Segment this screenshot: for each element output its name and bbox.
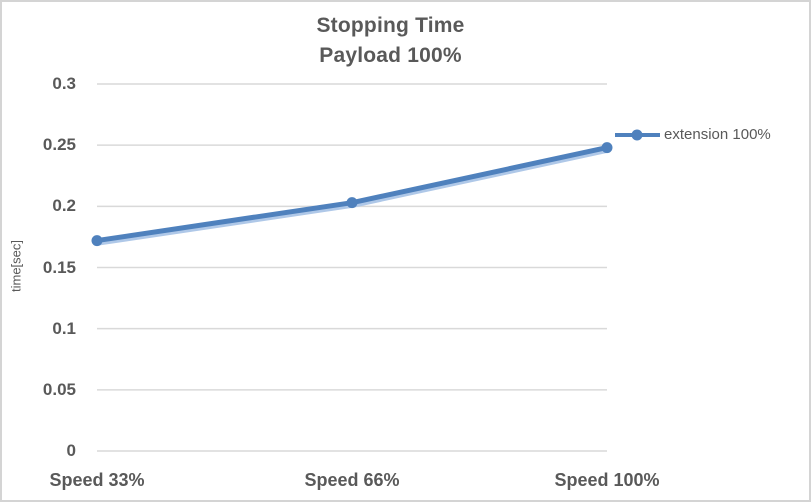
y-tick-label: 0.25 [42,135,76,155]
y-tick-label: 0 [66,441,76,460]
series-line [94,145,610,244]
x-category-label: Speed 100% [554,470,660,490]
legend-label: extension 100% [664,126,771,143]
chart-title: Stopping Time Payload 100% [2,11,779,71]
data-point-marker [91,235,103,247]
y-tick-label: 0.15 [42,257,76,277]
data-point-marker [601,142,613,154]
y-tick-label: 0.3 [52,74,76,93]
y-tick-label: 0.1 [52,318,76,338]
y-tick-label: 0.2 [52,196,76,216]
chart-title-line2: Payload 100% [319,44,462,67]
legend-line-marker-icon [615,129,660,140]
legend: extension 100% [614,126,771,143]
chart-title-line1: Stopping Time [316,14,465,37]
x-category-label: Speed 66% [304,470,400,490]
x-category-label: Speed 33% [49,470,145,490]
plot-area [91,83,613,452]
y-tick-label: 0.05 [42,379,76,399]
data-point-marker [346,197,358,209]
